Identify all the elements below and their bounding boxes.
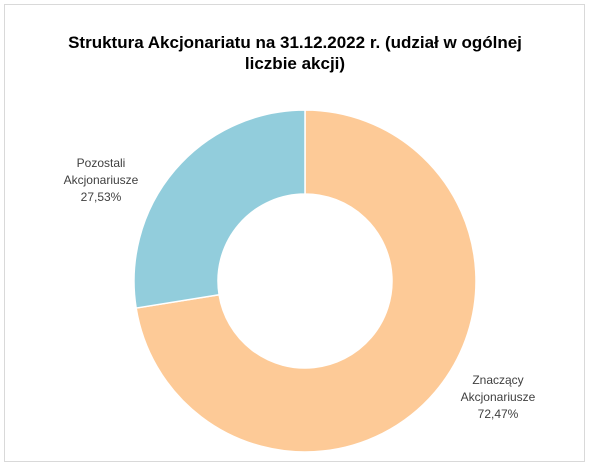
value-label: 27,53% <box>80 190 122 204</box>
category-label: Znaczący Akcjonariusze <box>460 373 536 404</box>
slice-label: Znaczący Akcjonariusze 72,47% <box>443 372 553 423</box>
category-label: Pozostali Akcjonariusze <box>63 156 139 187</box>
donut-slice <box>133 109 306 309</box>
slice-label: Pozostali Akcjonariusze 27,53% <box>46 155 156 206</box>
chart-frame <box>4 4 585 462</box>
donut-slice <box>135 109 477 453</box>
value-label: 72,47% <box>477 407 519 421</box>
chart-title: Struktura Akcjonariatu na 31.12.2022 r. … <box>68 33 522 73</box>
